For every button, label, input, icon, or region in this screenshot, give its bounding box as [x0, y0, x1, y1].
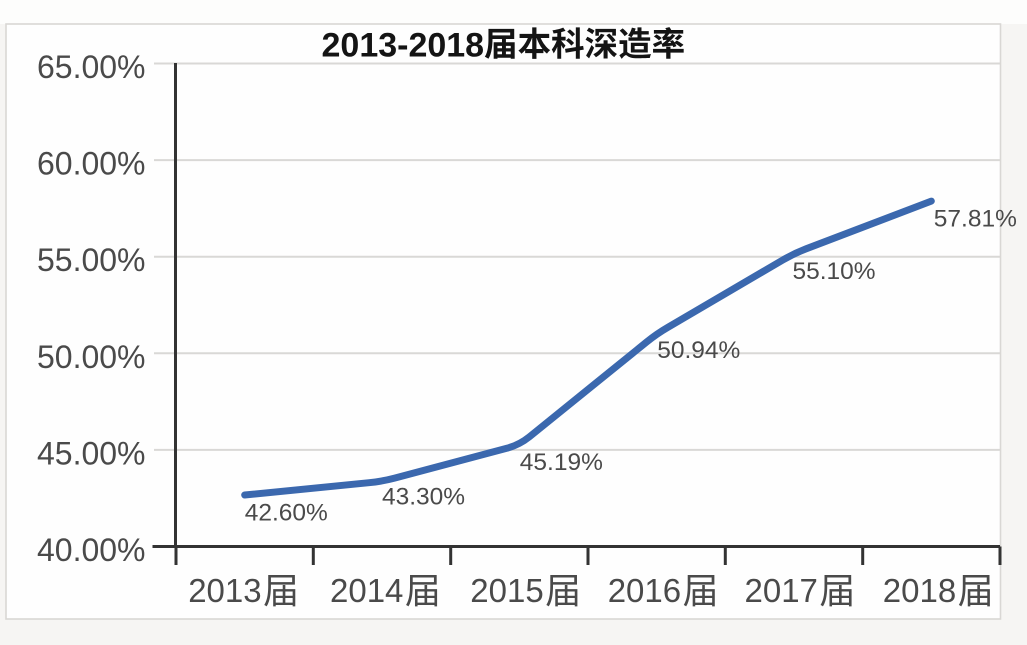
svg-text:2016: 2016: [608, 572, 681, 609]
svg-text:2014: 2014: [330, 572, 403, 609]
svg-text:43.30%: 43.30%: [382, 484, 465, 511]
svg-text:45.19%: 45.19%: [520, 449, 603, 476]
svg-text:65.00%: 65.00%: [37, 49, 146, 85]
svg-text:2013: 2013: [188, 572, 261, 609]
svg-text:50.00%: 50.00%: [37, 339, 146, 375]
svg-text:2018: 2018: [883, 572, 956, 609]
svg-text:2013-2018: 2013-2018: [322, 27, 485, 65]
svg-text:2017: 2017: [745, 572, 818, 609]
svg-text:2015: 2015: [470, 572, 543, 609]
svg-text:60.00%: 60.00%: [37, 146, 146, 182]
svg-text:40.00%: 40.00%: [37, 532, 146, 568]
svg-text:42.60%: 42.60%: [245, 500, 328, 527]
svg-text:55.00%: 55.00%: [37, 242, 146, 278]
svg-text:55.10%: 55.10%: [793, 258, 876, 285]
svg-text:50.94%: 50.94%: [657, 337, 740, 364]
svg-text:45.00%: 45.00%: [37, 435, 146, 471]
svg-text:57.81%: 57.81%: [934, 206, 1017, 233]
